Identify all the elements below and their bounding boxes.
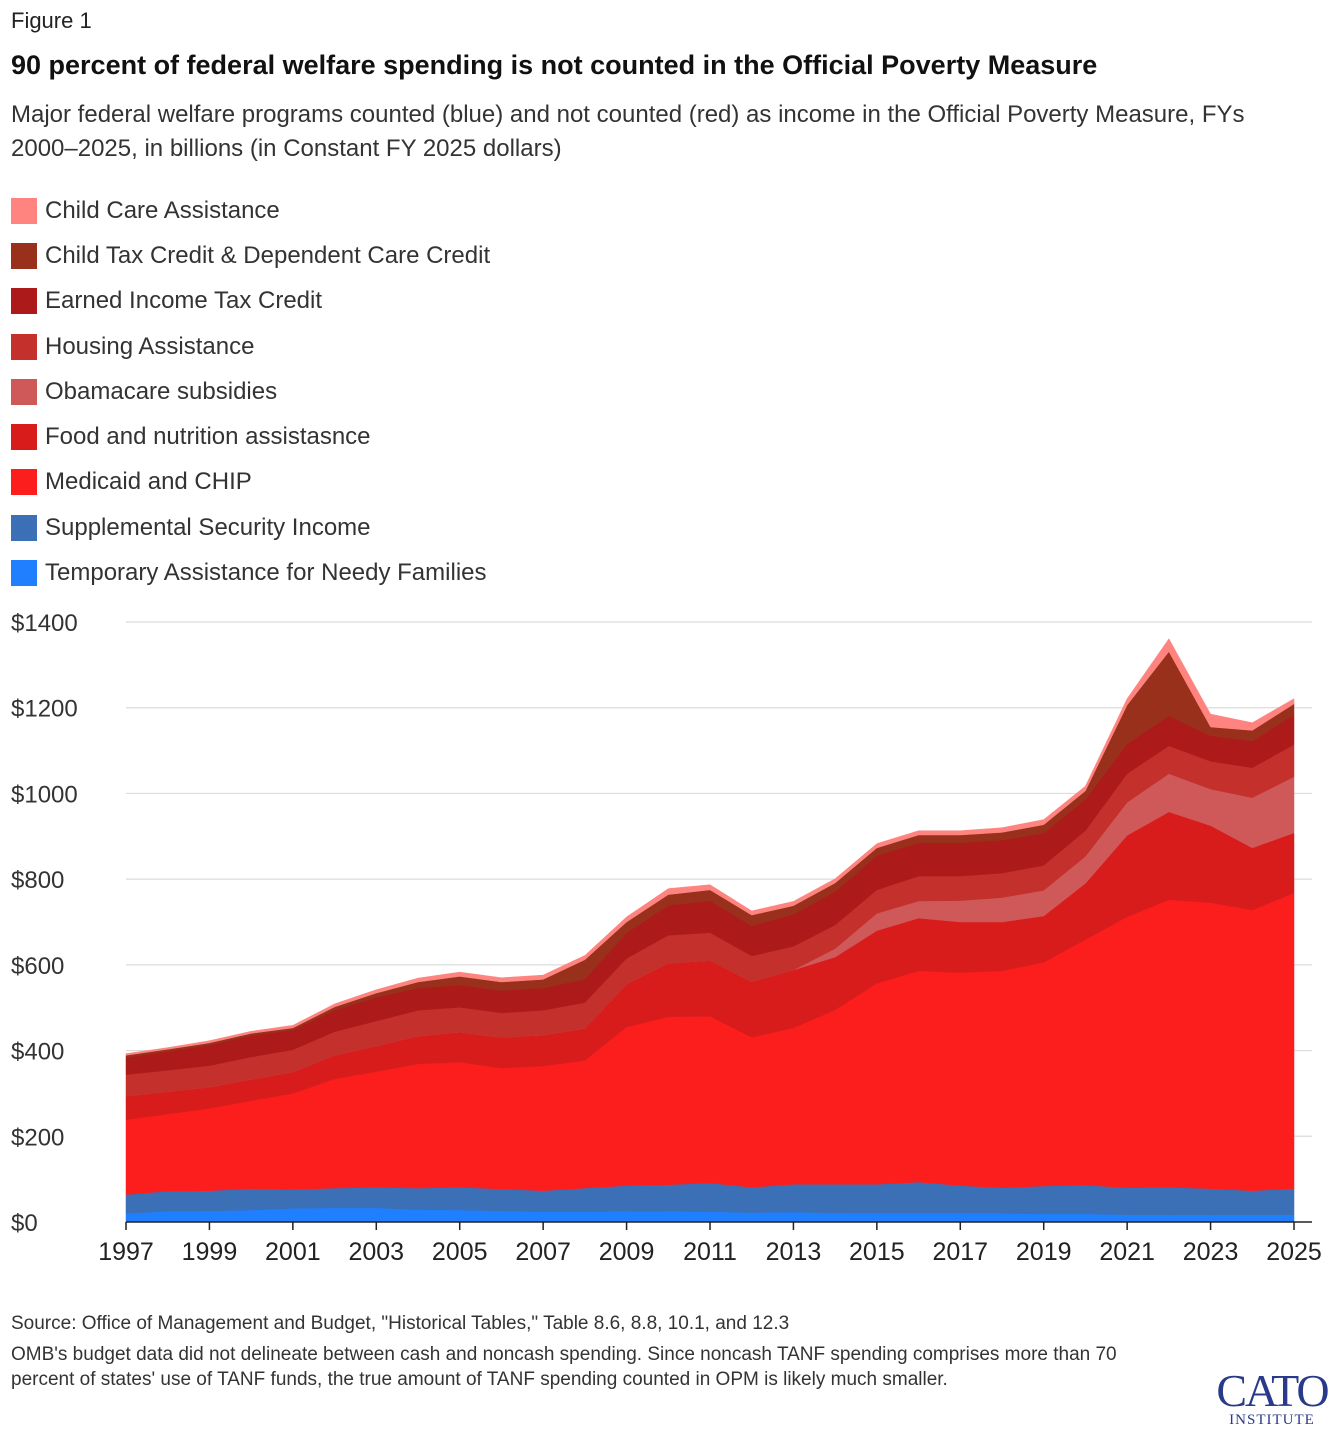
x-tick-label: 2001 [265,1238,321,1266]
legend-swatch [11,378,37,405]
legend-item: Child Care Assistance [11,188,490,233]
legend-label: Child Tax Credit & Dependent Care Credit [45,241,491,269]
methodology-note: OMB's budget data did not delineate betw… [11,1344,1117,1390]
y-tick-label: $200 [11,1124,64,1151]
legend-item: Housing Assistance [11,324,490,369]
legend-item: Child Tax Credit & Dependent Care Credit [11,233,490,278]
legend-item: Supplemental Security Income [11,505,490,550]
legend-label: Obamacare subsidies [45,377,278,405]
chart-title: 90 percent of federal welfare spending i… [11,50,1098,80]
legend-swatch [11,560,37,587]
legend-swatch [11,197,37,224]
legend-swatch [11,288,37,315]
x-tick-label: 2019 [1016,1238,1072,1266]
logo-subtext: INSTITUTE [1229,1412,1315,1428]
legend-label: Food and nutrition assistasnce [45,423,371,451]
legend-swatch [11,424,37,451]
legend-label: Earned Income Tax Credit [45,287,323,315]
legend-item: Medicaid and CHIP [11,460,490,505]
y-tick-label: $600 [11,953,64,980]
y-tick-label: $1200 [11,696,78,723]
legend-label: Child Care Assistance [45,196,280,224]
x-tick-label: 2017 [932,1238,988,1266]
x-tick-label: 2013 [766,1238,822,1266]
x-tick-label: 2009 [599,1238,655,1266]
x-tick-label: 2015 [849,1238,905,1266]
x-tick-label: 2025 [1266,1238,1322,1266]
legend-swatch [11,242,37,269]
x-tick-label: 2011 [683,1238,737,1266]
x-tick-label: 2003 [348,1238,404,1266]
x-tick-label: 2023 [1183,1238,1239,1266]
y-tick-label: $400 [11,1039,64,1066]
legend-label: Supplemental Security Income [45,513,371,541]
y-tick-label: $0 [11,1210,38,1237]
chart-subtitle: Major federal welfare programs counted (… [11,101,1245,162]
legend-label: Medicaid and CHIP [45,468,252,496]
x-tick-label: 2005 [432,1238,488,1266]
legend-item: Earned Income Tax Credit [11,279,490,324]
area-child-care-assistance [125,638,1295,1056]
cato-logo: CATO INSTITUTE [1212,1365,1332,1429]
logo-wordmark: CATO [1216,1365,1329,1416]
chart-legend: Child Care Assistance Child Tax Credit & … [11,188,490,596]
x-tick-label: 1997 [98,1238,154,1266]
x-tick-label: 2007 [515,1238,571,1266]
source-note: Source: Office of Management and Budget,… [11,1313,790,1334]
legend-swatch [11,333,37,360]
legend-label: Housing Assistance [45,332,255,360]
legend-label: Temporary Assistance for Needy Families [45,559,487,587]
legend-item: Obamacare subsidies [11,369,490,414]
legend-swatch [11,514,37,541]
y-tick-label: $1000 [11,781,78,808]
figure-label: Figure 1 [11,8,92,33]
y-tick-label: $800 [11,867,64,894]
x-tick-label: 2021 [1099,1238,1155,1266]
y-tick-label: $1400 [11,610,78,637]
stacked-area-chart: $0 $200 $400 $600 $800 $1000 $1200 $1400 1997 199… [11,610,1322,1266]
x-tick-label: 1999 [182,1238,238,1266]
legend-item: Food and nutrition assistasnce [11,414,490,459]
legend-item: Temporary Assistance for Needy Families [11,550,490,595]
legend-swatch [11,469,37,496]
